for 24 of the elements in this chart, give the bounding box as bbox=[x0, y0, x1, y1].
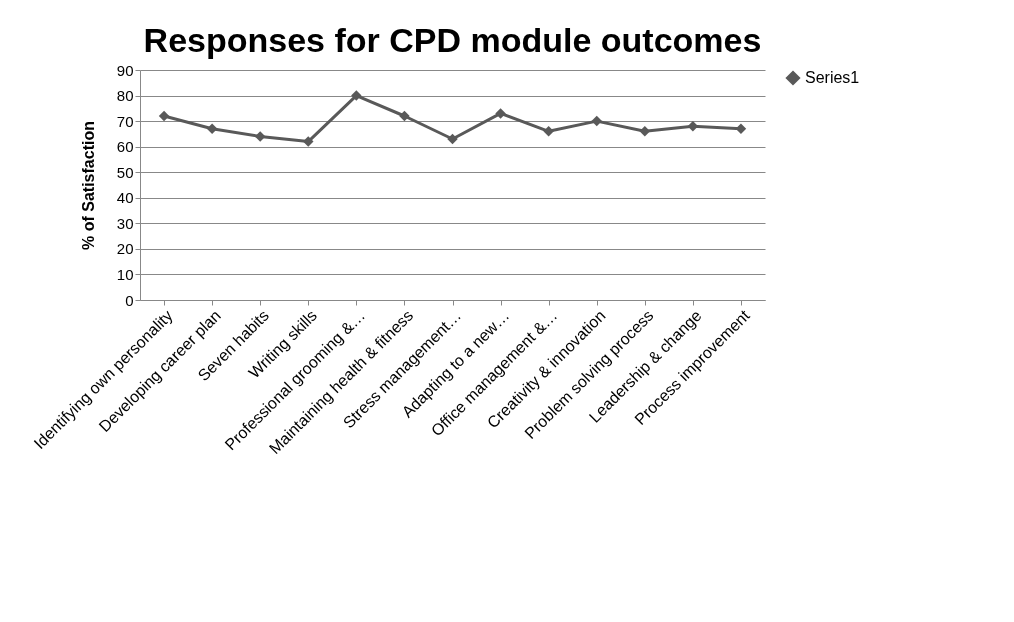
y-tick-label: 60 bbox=[116, 138, 134, 156]
y-axis-title: % of Satisfaction bbox=[79, 121, 97, 250]
point bbox=[158, 110, 170, 122]
y-tick-label: 70 bbox=[116, 112, 134, 130]
y-tick-label: 0 bbox=[125, 291, 134, 309]
chart-title: Responses for CPD module outcomes bbox=[143, 21, 762, 59]
point bbox=[399, 110, 410, 122]
point bbox=[206, 123, 218, 135]
point bbox=[591, 115, 602, 127]
y-tick-label: 50 bbox=[116, 163, 134, 181]
point bbox=[254, 131, 266, 142]
point bbox=[639, 126, 651, 137]
y-tick-label: 10 bbox=[116, 265, 134, 283]
point bbox=[303, 136, 314, 147]
y-tick-label: 40 bbox=[116, 189, 134, 207]
y-tick-label: 20 bbox=[116, 240, 134, 258]
y-tick-label: 90 bbox=[116, 61, 134, 79]
point bbox=[543, 126, 554, 137]
point bbox=[447, 133, 458, 145]
y-tick-label: 30 bbox=[116, 214, 134, 232]
point bbox=[495, 108, 506, 119]
point bbox=[351, 90, 362, 101]
legend-label: Series1 bbox=[805, 69, 860, 86]
y-tick-label: 80 bbox=[116, 87, 134, 105]
